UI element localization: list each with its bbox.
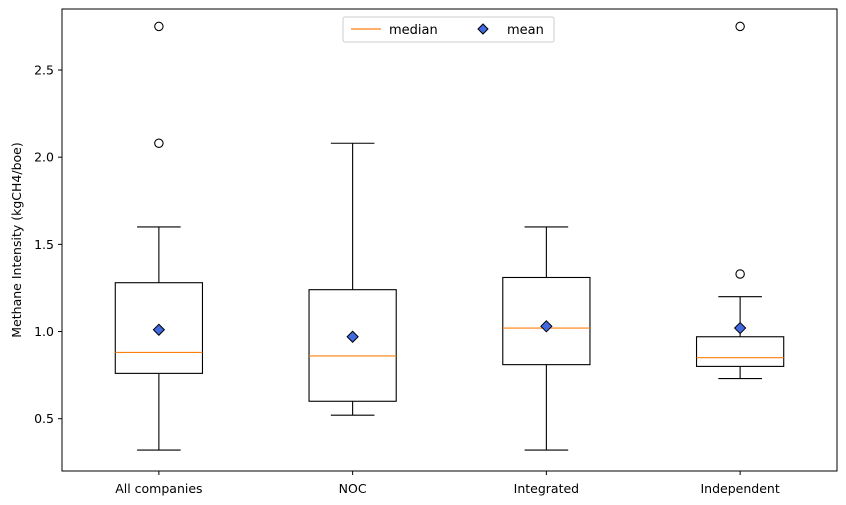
mean-marker xyxy=(346,330,359,343)
box-group xyxy=(502,226,591,451)
outlier-point xyxy=(154,138,164,148)
box xyxy=(114,282,204,374)
legend-mean-label: mean xyxy=(507,23,544,38)
box-group xyxy=(114,21,204,451)
x-tick-label: NOC xyxy=(339,481,367,496)
plot-elements xyxy=(114,21,785,451)
outlier-point xyxy=(735,269,745,279)
legend-mean-swatch xyxy=(477,23,489,35)
y-tick-label: 1.5 xyxy=(34,237,54,252)
mean-marker xyxy=(733,321,747,335)
outlier-point xyxy=(154,21,164,32)
y-axis: 0.5 1.0 1.5 2.0 2.5 xyxy=(34,63,62,426)
mean-marker xyxy=(540,320,553,333)
legend-median-label: median xyxy=(389,23,438,38)
box-group xyxy=(308,142,397,416)
plot-frame xyxy=(61,8,838,472)
outlier-point xyxy=(735,21,745,32)
y-tick-label: 2.0 xyxy=(34,150,54,165)
y-tick-label: 2.5 xyxy=(34,63,54,78)
box-group xyxy=(695,21,785,380)
legend: median mean xyxy=(342,16,555,43)
y-tick-label: 1.0 xyxy=(34,324,54,339)
y-tick-label: 0.5 xyxy=(34,411,54,426)
x-tick-label: Independent xyxy=(701,481,780,496)
mean-marker xyxy=(152,323,166,336)
box xyxy=(308,289,397,402)
x-axis: All companies NOC Integrated Independent xyxy=(115,471,780,496)
box xyxy=(695,336,785,367)
y-axis-label: Methane Intensity (kgCH4/boe) xyxy=(9,142,24,337)
x-tick-label: All companies xyxy=(115,481,202,496)
legend-box xyxy=(342,16,555,43)
box xyxy=(502,276,591,366)
x-tick-label: Integrated xyxy=(514,481,579,496)
